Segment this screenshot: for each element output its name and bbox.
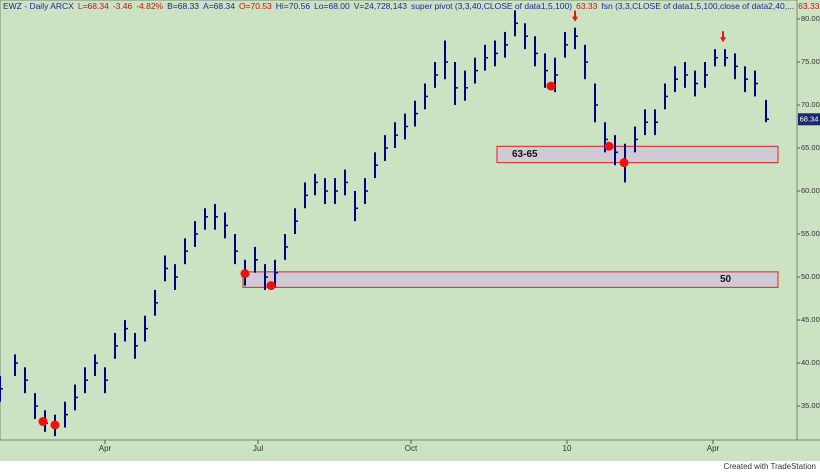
zone-label: 63-65	[512, 149, 538, 160]
header-item: L=68.34	[78, 1, 109, 11]
pivot-dot	[604, 141, 614, 151]
support-zone	[496, 145, 779, 164]
y-tick-label: 55.00	[801, 229, 820, 238]
x-tick-label: Apr	[99, 444, 112, 453]
header-item: fsn (3,3,CLOSE of data1,5,100,close of d…	[601, 1, 794, 11]
y-tick-label: 80.00	[801, 14, 820, 23]
pivot-arrow	[720, 31, 726, 43]
y-tick-label: 70.00	[801, 100, 820, 109]
header-item: V=24,728,143	[354, 1, 407, 11]
x-tick-label: Jul	[253, 444, 263, 453]
pivot-dot	[240, 269, 250, 279]
header-item: Lo=68.00	[314, 1, 350, 11]
last-price-box	[798, 113, 820, 126]
header-item: EWZ - Daily ARCX	[3, 1, 74, 11]
header-item: A=68.34	[203, 1, 235, 11]
pivot-arrow	[572, 10, 578, 22]
y-tick-label: 40.00	[801, 358, 820, 367]
header-item: O=70.53	[239, 1, 272, 11]
pivot-dot	[619, 158, 629, 168]
y-tick-label: 60.00	[801, 186, 820, 195]
x-tick-label: Apr	[707, 444, 720, 453]
pivot-dot	[546, 81, 556, 91]
header-item: 63.33	[798, 1, 820, 11]
y-tick-label: 65.00	[801, 143, 820, 152]
chart-background	[0, 0, 820, 461]
footer: Created with TradeStation	[724, 462, 817, 471]
header-item: B=68.33	[167, 1, 199, 11]
header-item: -4.82%	[136, 1, 163, 11]
pivot-dot	[50, 420, 60, 430]
pivot-dot	[266, 281, 276, 291]
header-item: super pivot (3,3,40,CLOSE of data1,5,100…	[411, 1, 572, 11]
support-zone	[242, 271, 779, 288]
x-tick-label: Oct	[405, 444, 418, 453]
y-tick-label: 75.00	[801, 57, 820, 66]
header-item: Hi=70.56	[276, 1, 311, 11]
header: EWZ - Daily ARCX L=68.34 -3.46 -4.82% B=68.3…	[3, 1, 820, 11]
last-price-label: 68.34	[800, 114, 819, 123]
y-tick-label: 45.00	[801, 315, 820, 324]
x-tick-label: 10	[563, 444, 572, 453]
y-tick-label: 35.00	[801, 401, 820, 410]
zone-label: 50	[720, 274, 732, 285]
pivot-dot	[38, 417, 48, 427]
header-item: 63.33	[576, 1, 598, 11]
y-tick-label: 50.00	[801, 272, 820, 281]
header-item: -3.46	[113, 1, 133, 11]
